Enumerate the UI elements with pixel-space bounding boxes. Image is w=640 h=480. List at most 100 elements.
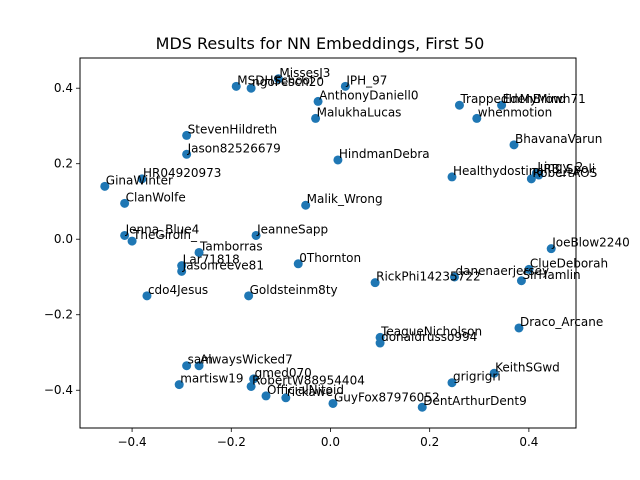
- point-label: MalukhaLucas: [317, 105, 402, 119]
- point-label: whenmotion: [478, 105, 552, 119]
- point-label: GuyFox87976052: [334, 390, 440, 404]
- plot-frame: [79, 57, 577, 429]
- point-label: 0Thornton: [299, 251, 361, 265]
- point-label: Healthydostino: [453, 164, 544, 178]
- point-label: JRB_Spoli: [539, 162, 595, 176]
- data-point: [311, 113, 321, 123]
- data-point: [120, 230, 130, 240]
- point-label: SirHamlin: [522, 268, 580, 282]
- point-label: JeanneSapp: [256, 222, 328, 236]
- data-point: [249, 374, 259, 384]
- data-point: [246, 83, 256, 93]
- point-label: Goldsteinm8ty: [250, 283, 338, 297]
- point-label: Lingy_2: [537, 160, 583, 174]
- data-point: [340, 81, 350, 91]
- point-label: ClueDeborah: [530, 256, 608, 270]
- data-point: [447, 378, 457, 388]
- data-point: [120, 198, 130, 208]
- data-point: [546, 244, 556, 254]
- point-label: sam: [188, 353, 213, 367]
- y-axis: −0.4 −0.2 0.0 0.2 0.4: [44, 81, 80, 397]
- y-tick-label: 0.4: [54, 81, 73, 95]
- point-label: ngoFesch20: [252, 75, 324, 89]
- x-tick-label: 0.0: [321, 435, 340, 449]
- point-label: JPH_97: [345, 73, 387, 87]
- data-point: [293, 259, 303, 269]
- point-label: DentArthurDent9: [423, 394, 527, 408]
- data-point: [449, 272, 459, 282]
- data-point: [182, 130, 192, 140]
- data-point: [454, 100, 464, 110]
- y-tick-label: −0.2: [44, 308, 73, 322]
- x-axis: −0.4 −0.2 0.0 0.2 0.4: [118, 428, 538, 449]
- point-label: HindmanDebra: [339, 147, 430, 161]
- data-point: [447, 172, 457, 182]
- data-point: [246, 381, 256, 391]
- data-point: [100, 181, 110, 191]
- point-label: rickawe: [287, 385, 333, 399]
- data-point: [514, 323, 524, 333]
- point-label: KeithSGwd: [495, 360, 560, 374]
- data-point: [313, 96, 323, 106]
- data-point: [281, 393, 291, 403]
- point-label: martisw19: [180, 372, 243, 386]
- data-point: [251, 230, 261, 240]
- point-label: ClanWolfe: [126, 190, 186, 204]
- point-label: JoeBlow2240: [551, 236, 630, 250]
- point-label: MissesJ3: [279, 66, 330, 80]
- point-label: RobertAOS: [532, 166, 597, 180]
- x-tick-label: −0.4: [118, 435, 147, 449]
- data-point: [497, 100, 507, 110]
- data-point: [526, 174, 536, 184]
- data-point: [301, 200, 311, 210]
- point-label: Jenna_Blue4: [125, 222, 200, 236]
- point-label: EdenBrown71: [503, 92, 586, 106]
- chart-title: MDS Results for NN Embeddings, First 50: [156, 34, 485, 53]
- point-label: TrappedInMyMind: [459, 92, 566, 106]
- data-point: [524, 264, 534, 274]
- y-tick-label: 0.0: [54, 232, 73, 246]
- data-point: [244, 291, 254, 301]
- data-point: [516, 276, 526, 286]
- x-tick-label: −0.2: [217, 435, 246, 449]
- point-label: Jason82526679: [187, 141, 281, 155]
- point-label: donaldrusso994: [381, 330, 477, 344]
- data-point: [333, 155, 343, 165]
- x-tick-label: 0.4: [519, 435, 538, 449]
- data-point: [194, 247, 204, 257]
- point-label: TeagueNicholson: [380, 324, 482, 338]
- data-point: [174, 380, 184, 390]
- point-label: gmed070: [255, 366, 312, 380]
- data-point: [375, 338, 385, 348]
- data-point: [194, 361, 204, 371]
- y-tick-label: −0.4: [44, 383, 73, 397]
- data-point: [509, 140, 519, 150]
- data-point: [273, 74, 283, 84]
- data-point: [137, 174, 147, 184]
- data-point: [231, 81, 241, 91]
- point-label: RickPhi14235722: [376, 270, 480, 284]
- data-point: [127, 236, 137, 246]
- data-point: [328, 398, 338, 408]
- point-label: GinaWinter: [106, 173, 173, 187]
- point-label: grigrigri: [453, 370, 501, 384]
- point-label: BhavanaVarun: [515, 132, 602, 146]
- data-point: [177, 266, 187, 276]
- data-point: [182, 361, 192, 371]
- point-label: MSDHSchool: [237, 73, 313, 87]
- data-point: [489, 368, 499, 378]
- point-label: Lar71818: [183, 253, 240, 267]
- data-point: [261, 391, 271, 401]
- x-tick-label: 0.2: [420, 435, 439, 449]
- point-label: RobertW88954404: [252, 373, 365, 387]
- point-label: Tamborras: [199, 239, 263, 253]
- point-label: Draco_Arcane: [520, 315, 603, 329]
- point-label: StevenHildreth: [188, 122, 277, 136]
- point-label: Malik_Wrong: [307, 192, 383, 206]
- point-label: cdo4Jesus: [148, 283, 208, 297]
- point-label: TheGirolh_: [132, 228, 198, 242]
- data-point: [142, 291, 152, 301]
- point-label: danenaerjersey: [455, 264, 549, 278]
